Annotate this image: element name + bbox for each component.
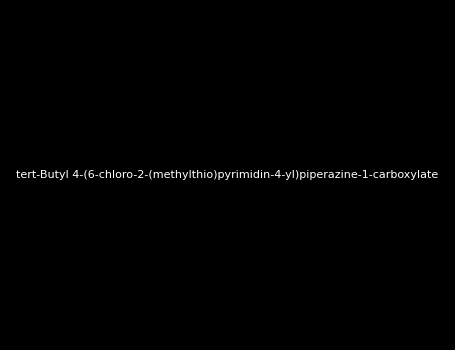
Text: tert-Butyl 4-(6-chloro-2-(methylthio)pyrimidin-4-yl)piperazine-1-carboxylate: tert-Butyl 4-(6-chloro-2-(methylthio)pyr… — [16, 170, 439, 180]
